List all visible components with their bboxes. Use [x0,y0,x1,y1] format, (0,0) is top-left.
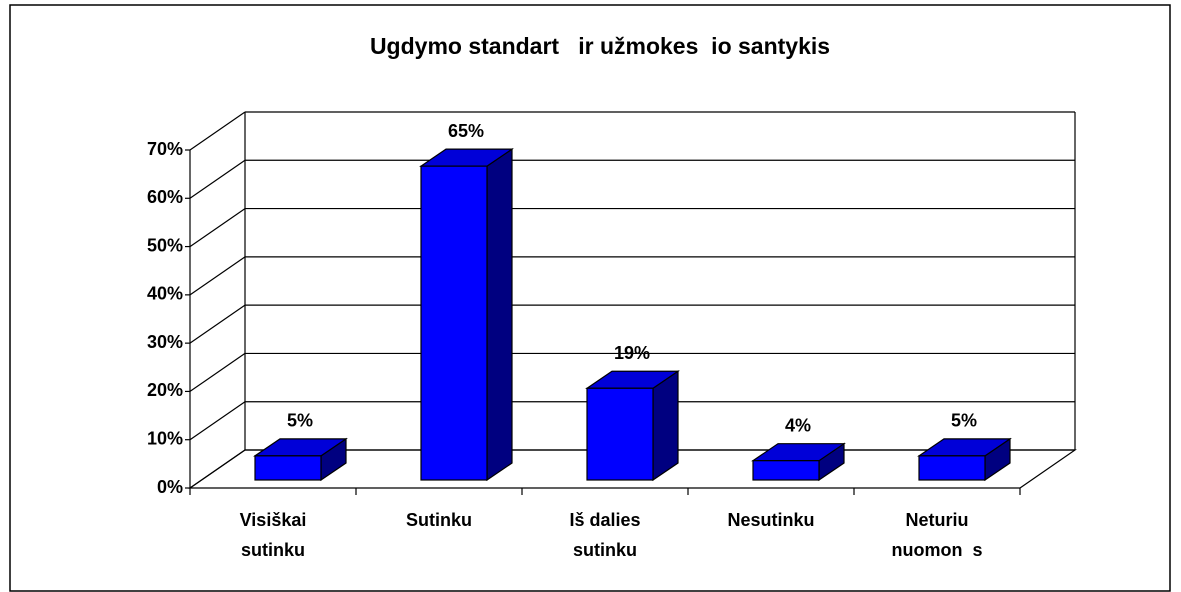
bar-front [420,165,488,481]
grid-line [189,208,246,248]
bar [751,442,846,482]
bar [585,370,680,482]
value-label: 5% [287,411,313,431]
y-tick-label: 50% [147,235,183,255]
bar-front [918,455,986,481]
y-tick-label: 70% [147,139,183,159]
grid-line [189,159,246,199]
value-label: 5% [951,411,977,431]
grid-line [189,111,246,151]
x-tick-label: Visiškai [240,510,307,530]
grid-line [189,256,246,296]
y-tick-label: 20% [147,380,183,400]
x-tick-label: Sutinku [406,510,472,530]
bar [253,437,348,482]
x-tick-label: sutinku [241,540,305,560]
bar-front [752,460,820,481]
bar [419,148,514,482]
x-tick-label: Neturiu [906,510,969,530]
chart-frame [9,4,1171,592]
y-tick-label: 30% [147,332,183,352]
y-tick-label: 40% [147,284,183,304]
value-label: 4% [785,415,811,435]
bar-side [486,148,513,482]
grid-line [189,401,246,441]
bar-front [586,387,654,481]
y-tick-label: 60% [147,187,183,207]
grid-line [189,352,246,392]
grid-line [189,304,246,344]
grid-line [189,449,246,489]
chart-title: Ugdymo standart ir užmokes io santykis [370,33,830,59]
bar-side [652,370,679,482]
y-tick-label: 0% [157,477,183,497]
y-tick-label: 10% [147,428,183,448]
value-label: 19% [614,343,650,363]
x-tick-label: Iš dalies [569,510,640,530]
bar-front [254,455,322,481]
x-tick-label: sutinku [573,540,637,560]
x-tick-label: nuomon s [892,540,983,560]
bar [917,437,1012,482]
x-tick-label: Nesutinku [727,510,814,530]
value-label: 65% [448,121,484,141]
